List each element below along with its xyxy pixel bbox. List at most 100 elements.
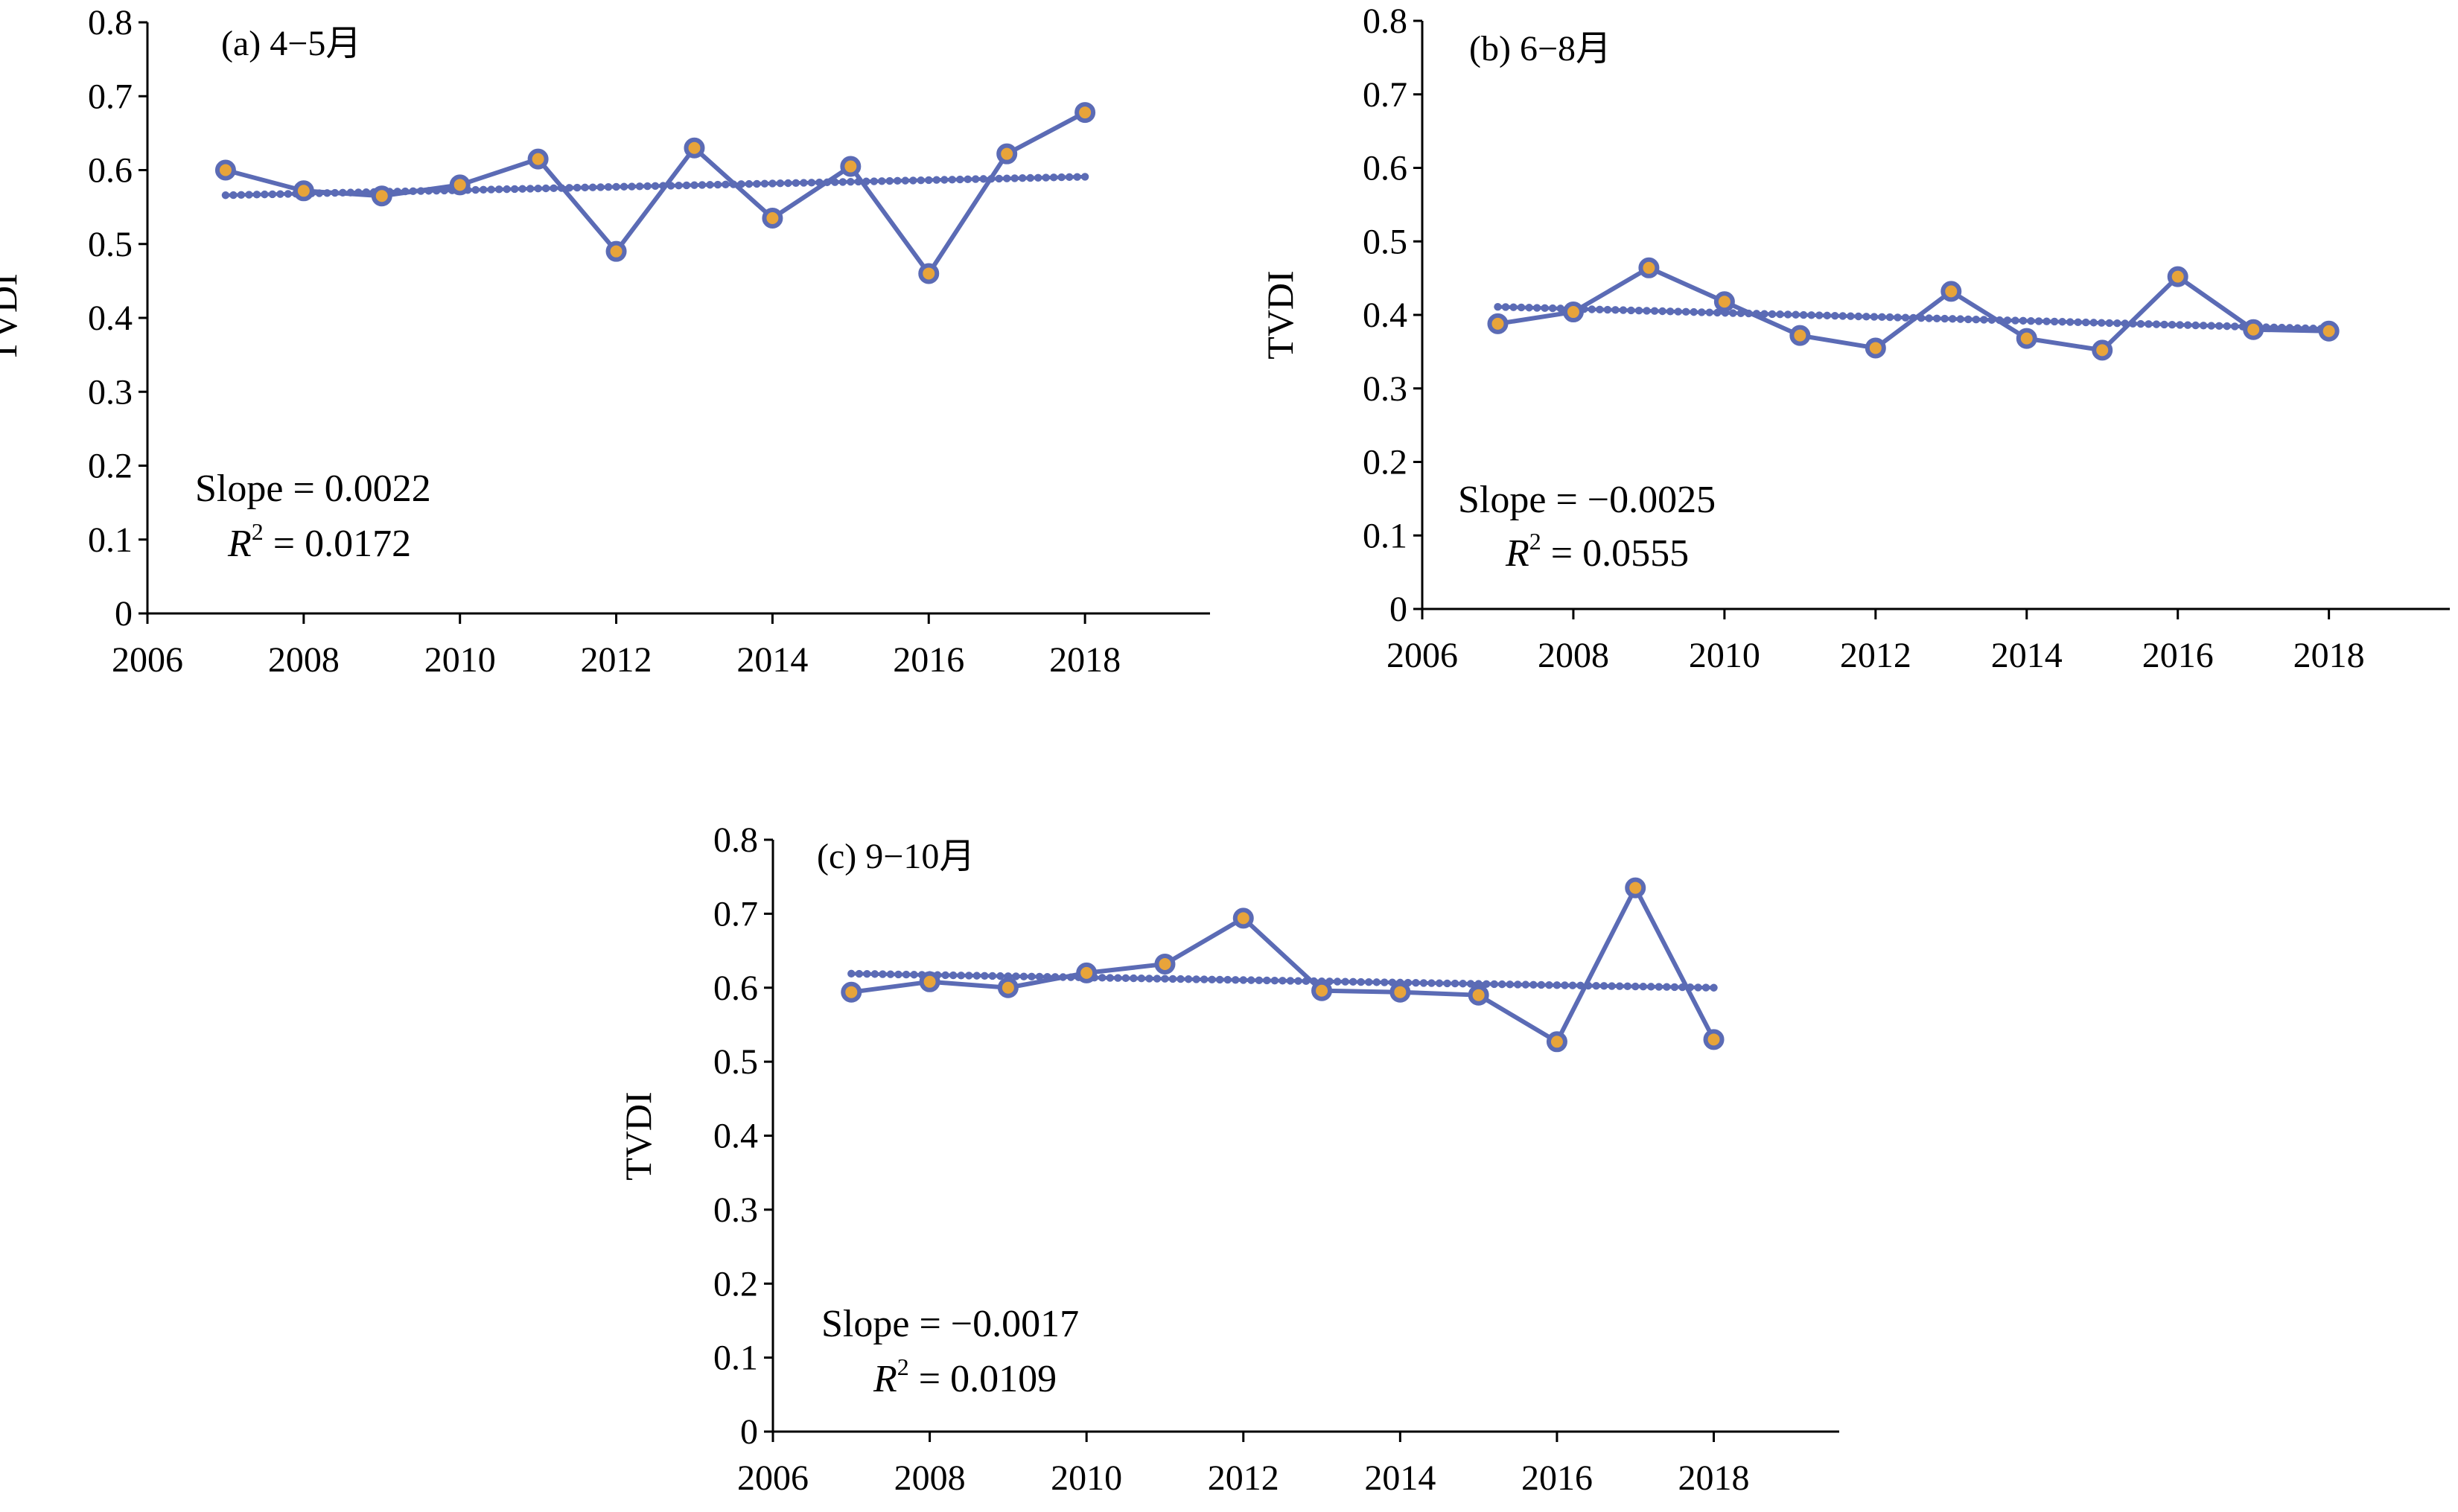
y-tick-label: 0.8 [88, 3, 133, 42]
trend-dot [1381, 978, 1389, 986]
trend-dot [229, 191, 238, 200]
panel-a: 0 0.1 0.2 0.3 0.4 0.5 0.6 0.7 0.8 2006 2008 2010 201… [0, 3, 1210, 680]
trend-dot [1145, 974, 1153, 983]
trend-dot [878, 177, 886, 185]
trend-dot [1514, 980, 1522, 989]
trend-dot [1042, 173, 1050, 182]
trend-dot [1831, 311, 1839, 320]
trend-dot [870, 177, 879, 185]
trend-dot [1681, 307, 1690, 316]
trend-dot [1130, 974, 1138, 983]
trend-dot [1412, 979, 1420, 987]
trend-dot [885, 176, 894, 185]
trend-dot [1098, 974, 1107, 982]
data-point [2016, 328, 2037, 349]
trend-dot [1568, 981, 1577, 989]
y-tick-label: 0.4 [1363, 296, 1407, 335]
trend-dot [1192, 975, 1200, 983]
y-axis-label: TVDI [0, 273, 25, 362]
trend-dot [1035, 972, 1044, 981]
trend-dot [1838, 312, 1847, 320]
x-tick-label: 2014 [1991, 636, 2063, 675]
trend-dot [1603, 305, 1612, 314]
trend-dot [1619, 306, 1628, 314]
trend-dot [596, 183, 605, 191]
y-tick-label: 0.8 [713, 820, 758, 860]
trend-dot [1521, 980, 1530, 989]
trend-dot [1655, 983, 1663, 991]
trend-dot [1556, 304, 1564, 313]
trend-dot [1153, 974, 1162, 983]
y-tick-label: 0 [1389, 590, 1407, 629]
trend-dot [925, 176, 933, 185]
trend-dot [1294, 977, 1302, 985]
trend-dot [643, 182, 652, 191]
trend-dot [479, 185, 488, 194]
trend-dot [628, 182, 636, 191]
trend-dot [2231, 322, 2239, 331]
trend-dot [1208, 975, 1216, 983]
trend-dot [1532, 304, 1541, 312]
r2-symbol: R [227, 523, 252, 565]
panel-b: 0 0.1 0.2 0.3 0.4 0.5 0.6 0.7 0.8 2006 2008 2010 201… [1259, 1, 2450, 675]
trend-dot [2113, 319, 2121, 328]
r2-exponent: 2 [897, 1353, 909, 1380]
y-tick-label: 0.5 [713, 1042, 758, 1082]
trend-dot [565, 184, 573, 192]
trend-dot [2003, 316, 2012, 325]
trend-dot [487, 185, 495, 194]
trend-dot [1239, 976, 1247, 984]
data-point [214, 159, 236, 181]
y-tick-label: 0.1 [713, 1339, 758, 1378]
r2-annotation: R2 = 0.0172 [227, 518, 411, 565]
y-tick-label: 0.5 [88, 225, 133, 264]
trend-dot [221, 191, 230, 200]
x-tick-label: 2012 [1208, 1458, 1279, 1498]
data-point [1713, 291, 1735, 313]
trend-dot [534, 185, 542, 193]
trend-dot [1529, 980, 1538, 989]
trend-dot [1365, 977, 1373, 986]
trend-dot [2011, 316, 2019, 325]
trend-dots [1494, 302, 2333, 333]
panel-title: (a) 4−5月 [221, 24, 361, 63]
trend-dot [996, 972, 1004, 980]
slope-annotation: Slope = 0.0022 [195, 468, 431, 510]
trend-dot [1114, 974, 1122, 982]
trend-dot [1548, 304, 1557, 313]
trend-dot [2145, 320, 2153, 328]
trend-dot [1215, 975, 1224, 984]
trend-dot [2105, 319, 2114, 328]
y-tick-label: 0.6 [713, 969, 758, 1008]
trend-dot [948, 176, 956, 184]
trend-dot [722, 180, 730, 189]
x-tick-label: 2016 [893, 640, 964, 680]
trend-dot [1925, 314, 1933, 322]
data-point [527, 148, 549, 170]
trend-dot [1341, 977, 1349, 986]
series-line [225, 110, 1086, 276]
trend-dot [1807, 311, 1815, 319]
trend-dot [268, 190, 277, 199]
y-tick-label: 0.5 [1363, 222, 1407, 261]
trend-dot [581, 183, 589, 192]
data-point [1703, 1029, 1725, 1050]
slope-annotation: Slope = −0.0025 [1458, 479, 1716, 521]
trend-dot [1663, 983, 1671, 991]
trend-dot [1223, 975, 1232, 984]
trend-dot [1525, 304, 1533, 312]
y-tick-label: 0.1 [1363, 516, 1407, 555]
trend-dot [1949, 315, 1957, 323]
trend-dot [620, 182, 628, 191]
x-tick-label: 2014 [736, 640, 808, 680]
trend-dot [526, 185, 535, 193]
trend-dot [847, 177, 855, 186]
data-point [1940, 281, 1962, 302]
trend-dot [1018, 174, 1027, 182]
data-point [2243, 319, 2264, 340]
trend-dot [2223, 322, 2231, 331]
trend-dot [910, 971, 918, 979]
x-tick-label: 2010 [424, 640, 496, 680]
trend-dot [1247, 976, 1255, 984]
trend-dot [847, 969, 856, 978]
